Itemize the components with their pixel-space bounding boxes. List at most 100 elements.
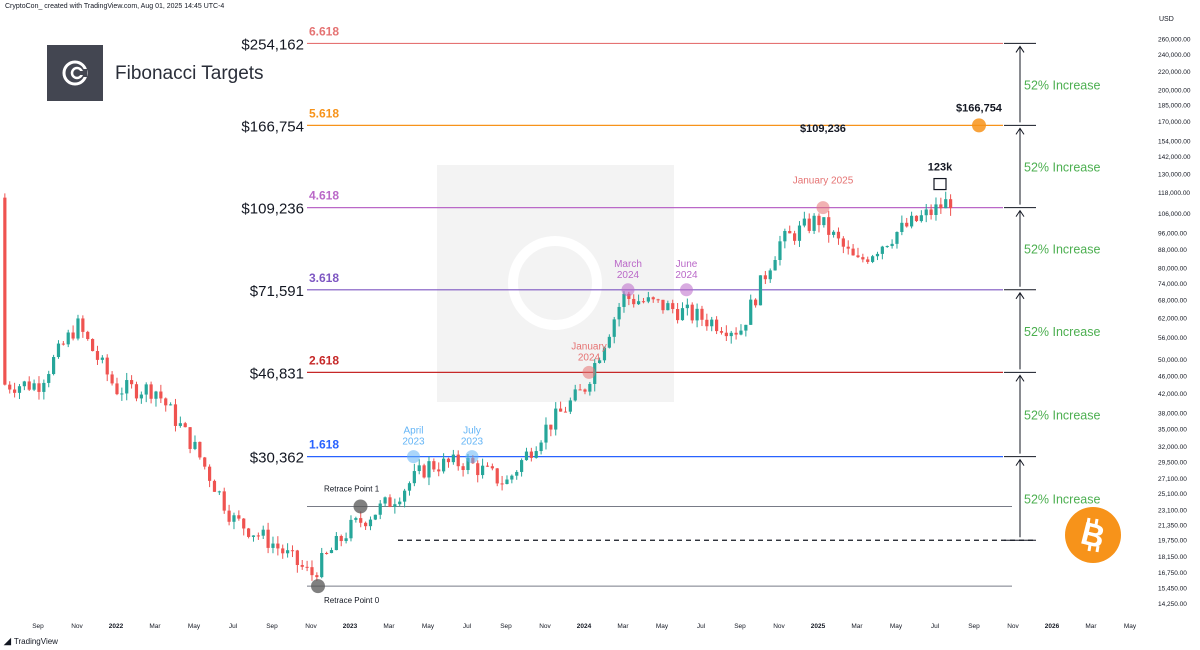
- arrow-head-icon: [1015, 209, 1025, 217]
- y-tick-label: 200,000.00: [1158, 88, 1191, 95]
- candle-body: [329, 550, 334, 554]
- candle-body: [583, 389, 587, 392]
- candle-body: [334, 535, 338, 551]
- candle-body: [661, 299, 665, 311]
- candle-body: [412, 471, 416, 484]
- candle-body: [802, 218, 806, 226]
- candle-body: [61, 343, 65, 345]
- fib-price-label: $254,162: [241, 36, 304, 53]
- candle-body: [373, 514, 377, 520]
- x-tick-label: May: [890, 623, 903, 630]
- candle-body: [934, 204, 938, 215]
- candle-body: [169, 404, 173, 406]
- candle-body: [939, 204, 943, 209]
- y-tick-label: 260,000.00: [1158, 37, 1191, 44]
- fib-price-label: $71,591: [250, 283, 304, 300]
- candle-body: [398, 501, 402, 505]
- x-tick-label: 2024: [577, 623, 592, 630]
- annotation-marker: [582, 365, 596, 379]
- currency-label: USD: [1159, 16, 1174, 23]
- candle-body: [559, 408, 563, 412]
- candle-body: [22, 381, 26, 387]
- candle-body: [841, 238, 845, 247]
- candle-body: [949, 199, 953, 209]
- candle-body: [744, 324, 748, 331]
- y-tick-label: 74,000.00: [1158, 281, 1187, 288]
- y-tick-label: 21,350.00: [1158, 523, 1187, 530]
- candle-body: [715, 319, 719, 332]
- x-tick-label: Nov: [1007, 623, 1019, 630]
- candle-body: [446, 458, 451, 463]
- candle-body: [773, 260, 777, 271]
- x-tick-label: 2025: [811, 623, 826, 630]
- candle-body: [368, 519, 373, 527]
- candle-body: [729, 332, 733, 337]
- candle-body: [134, 384, 139, 399]
- candle-body: [680, 308, 685, 321]
- candle-body: [602, 347, 607, 361]
- candle-body: [505, 479, 509, 484]
- x-tick-label: Nov: [71, 623, 83, 630]
- y-tick-label: 142,000.00: [1158, 154, 1191, 161]
- candle-body: [627, 293, 631, 299]
- annotation-marker: [407, 450, 420, 464]
- y-tick-label: 50,000.00: [1158, 357, 1187, 364]
- x-tick-label: Jul: [463, 623, 472, 630]
- candle-body: [42, 382, 46, 392]
- candle-body: [364, 522, 368, 527]
- annotation-marker: [680, 283, 693, 297]
- x-tick-label: Mar: [851, 623, 863, 630]
- candle-body: [690, 304, 694, 321]
- candle-body: [910, 215, 914, 227]
- candle-body: [227, 510, 231, 522]
- candle-body: [71, 332, 75, 339]
- annotation-marker: [816, 201, 830, 215]
- y-tick-label: 62,000.00: [1158, 315, 1187, 322]
- candle-body: [300, 565, 304, 567]
- y-tick-label: 154,000.00: [1158, 138, 1191, 145]
- x-tick-label: Mar: [617, 623, 629, 630]
- y-tick-label: 96,000.00: [1158, 230, 1187, 237]
- candle-body: [378, 503, 382, 515]
- candle-body: [641, 301, 646, 303]
- x-tick-label: Mar: [383, 623, 395, 630]
- candle-body: [154, 391, 158, 399]
- watermark-icon: [508, 236, 602, 330]
- candle-body: [130, 380, 134, 385]
- x-tick-label: Sep: [266, 623, 278, 630]
- target-marker: [972, 118, 986, 133]
- value-label: 123k: [928, 162, 953, 174]
- candle-body: [534, 451, 538, 458]
- candle-body: [929, 209, 933, 215]
- annotation-marker: [465, 450, 479, 464]
- candle-body: [320, 553, 324, 578]
- candle-body: [193, 441, 197, 449]
- candle-body: [3, 197, 7, 385]
- candle-body: [120, 393, 124, 395]
- increase-label: 52% Increase: [1024, 492, 1100, 506]
- candle-body: [276, 543, 280, 549]
- candle-body: [8, 384, 12, 390]
- candle-body: [554, 408, 558, 430]
- fib-ratio-label: 6.618: [309, 24, 339, 38]
- candle-body: [407, 483, 412, 491]
- candle-body: [676, 309, 680, 321]
- candle-body: [159, 391, 163, 399]
- candle-body: [403, 490, 407, 502]
- fib-price-label: $30,362: [250, 450, 304, 467]
- candle-body: [344, 538, 348, 542]
- candle-body: [710, 319, 714, 327]
- candle-body: [695, 308, 699, 321]
- candle-body: [520, 460, 524, 472]
- fib-ratio-label: 3.618: [309, 271, 339, 285]
- y-tick-label: 240,000.00: [1158, 52, 1191, 59]
- candle-body: [105, 357, 109, 375]
- candle-body: [232, 515, 236, 522]
- candle-body: [612, 319, 616, 337]
- candle-body: [261, 529, 265, 536]
- candle-body: [325, 553, 329, 555]
- candle-body: [17, 386, 22, 393]
- candle-body: [242, 518, 246, 529]
- candle-body: [890, 243, 894, 247]
